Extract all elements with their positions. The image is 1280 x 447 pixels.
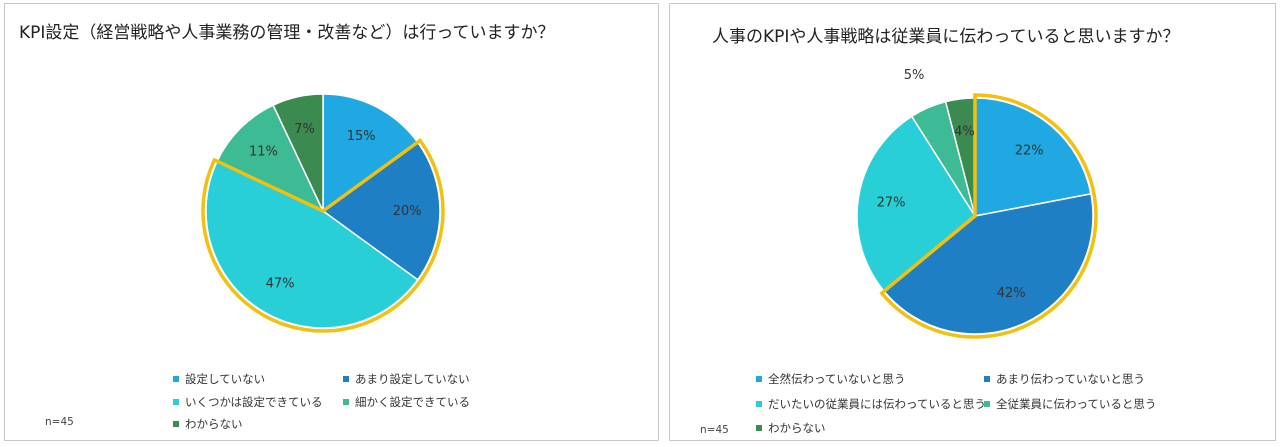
legend-swatch xyxy=(173,421,179,427)
legend-item: あまり設定していない xyxy=(343,371,470,387)
legend-label: あまり伝わっていないと思う xyxy=(996,372,1145,386)
highlight-outline xyxy=(201,138,445,333)
pie-slice xyxy=(856,115,976,293)
pie-slice xyxy=(272,93,324,212)
data-label: 22% xyxy=(1015,144,1044,159)
data-label: 5% xyxy=(904,68,925,83)
data-label: 4% xyxy=(954,125,975,140)
chart-panel-kpi-communication: 人事のKPIや人事戦略は従業員に伝わっていると思いますか？ 22% 42% 27% 5… xyxy=(669,3,1276,441)
legend-item: わからない xyxy=(173,416,243,432)
legend-swatch xyxy=(173,376,179,382)
legend-swatch xyxy=(343,399,349,405)
data-label: 27% xyxy=(877,196,906,211)
legend-label: あまり設定していない xyxy=(355,372,470,386)
sample-size-note: n=45 xyxy=(700,424,729,436)
legend-label: 全然伝わっていないと思う xyxy=(768,372,906,386)
legend-item: 全然伝わっていないと思う xyxy=(756,371,905,387)
data-label: 7% xyxy=(294,122,315,137)
pie-slice xyxy=(322,93,419,213)
data-label: 47% xyxy=(266,277,295,292)
data-label: 15% xyxy=(347,129,376,144)
legend-swatch xyxy=(984,401,990,407)
data-label: 11% xyxy=(249,144,278,159)
legend-swatch xyxy=(756,376,762,382)
legend-swatch xyxy=(756,401,762,407)
highlight-outline xyxy=(879,93,1098,339)
legend-label: 細かく設定できている xyxy=(355,395,470,409)
legend-label: いくつかは設定できている xyxy=(185,395,323,409)
data-label: 20% xyxy=(393,204,422,219)
legend-item: いくつかは設定できている xyxy=(173,394,323,410)
pie-slice xyxy=(205,160,419,329)
legend-swatch xyxy=(343,376,349,382)
pie-slice xyxy=(321,141,441,281)
legend-label: わからない xyxy=(185,417,243,431)
chart-title: KPI設定（経営戦略や人事業務の管理・改善など）は行っていますか？ xyxy=(19,23,555,43)
chart-title: 人事のKPIや人事戦略は従業員に伝わっていると思いますか？ xyxy=(712,27,1180,47)
pie-chart: 22% 42% 27% 5% 4% xyxy=(856,68,1098,339)
legend-item: だいたいの従業員には伝わっていると思う xyxy=(756,396,986,412)
legend-item: 設定していない xyxy=(173,371,265,387)
pie-slice xyxy=(974,97,1092,217)
legend-label: わからない xyxy=(768,421,826,435)
pie-slice xyxy=(883,193,1094,335)
legend-item: 全従業員に伝わっていると思う xyxy=(984,396,1156,412)
legend-item: 細かく設定できている xyxy=(343,394,470,410)
legend-label: 設定していない xyxy=(185,372,266,386)
legend-label: だいたいの従業員には伝わっていると思う xyxy=(768,397,986,411)
legend-label: 全従業員に伝わっていると思う xyxy=(996,397,1157,411)
sample-size-note: n=45 xyxy=(45,416,74,428)
legend-swatch xyxy=(756,425,762,431)
legend-item: わからない xyxy=(756,420,826,436)
legend-item: あまり伝わっていないと思う xyxy=(984,371,1145,387)
chart-panel-kpi-setting: KPI設定（経営戦略や人事業務の管理・改善など）は行っていますか？ 15% 20%… xyxy=(4,3,659,441)
legend-swatch xyxy=(173,399,179,405)
data-label: 42% xyxy=(997,286,1026,301)
legend-swatch xyxy=(984,376,990,382)
pie-chart: 15% 20% 47% 11% 7% xyxy=(201,93,445,333)
